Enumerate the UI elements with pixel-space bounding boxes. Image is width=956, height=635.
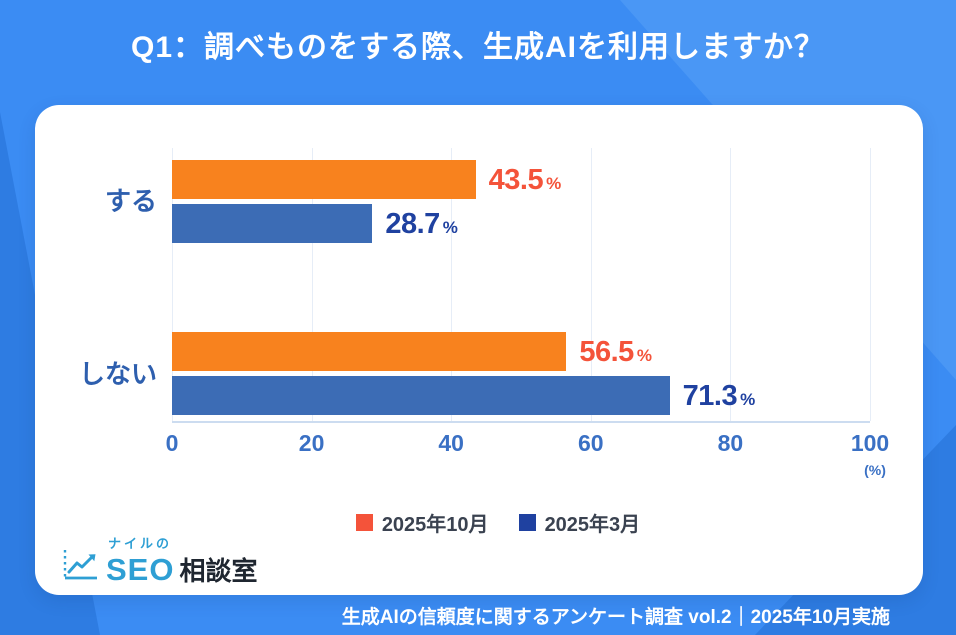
- x-tick-0: 0: [165, 430, 179, 456]
- brand-logo: ナイルの SEO 相談室: [61, 533, 257, 585]
- x-tick-40: 40: [438, 430, 464, 456]
- category-label-する: する: [104, 186, 157, 216]
- category-label-しない: しない: [78, 359, 157, 389]
- bar-する-2025年10月: [172, 160, 476, 199]
- bar-する-2025年3月: [172, 204, 373, 243]
- x-tick-60: 60: [578, 430, 604, 456]
- bar-しない-2025年10月: [172, 332, 567, 371]
- x-axis-line: [172, 421, 870, 423]
- gridline-0: [172, 148, 173, 421]
- chart-legend: 2025年10月 2025年3月: [54, 508, 942, 537]
- logo-brand-name: ナイルの: [108, 536, 173, 551]
- line-chart-icon: [63, 550, 97, 580]
- logo-text: ナイルの SEO 相談室: [106, 533, 257, 585]
- x-tick-100: 100: [850, 430, 890, 456]
- legend-label: 2025年3月: [544, 514, 641, 536]
- legend-label: 2025年10月: [381, 514, 489, 536]
- x-tick-20: 20: [298, 430, 325, 456]
- gridline-60: [590, 148, 592, 421]
- value-label-しない-2025年3月: 71.3%: [682, 380, 756, 412]
- legend-item-2025年10月: 2025年10月: [355, 508, 489, 537]
- legend-swatch: [518, 514, 536, 531]
- logo-soudan-text: 相談室: [179, 556, 258, 586]
- survey-source-text: 生成AIの信頼度に関するアンケート調査 vol.2｜2025年10月実施: [341, 606, 890, 628]
- value-label-する-2025年10月: 43.5%: [488, 164, 562, 196]
- value-label-する-2025年3月: 28.7%: [385, 208, 458, 240]
- gridline-80: [730, 148, 732, 421]
- bar-しない-2025年3月: [172, 376, 670, 415]
- axis-unit-label: (%): [864, 462, 886, 478]
- legend-swatch: [355, 514, 373, 531]
- footer-bar: 生成AIの信頼度に関するアンケート調査 vol.2｜2025年10月実施: [0, 595, 956, 635]
- logo-seo-text: SEO: [106, 552, 175, 587]
- value-label-しない-2025年10月: 56.5%: [579, 336, 652, 368]
- logo-service-name: SEO 相談室: [106, 554, 257, 585]
- question-title: Q1：調べものをする際、生成AIを利用しますか？: [130, 31, 826, 64]
- gridline-100: [870, 148, 871, 421]
- chart-card: 43.5% 28.7% する 56.5% 71.3% しない 0 20 40 60 80 100 (%…: [35, 105, 923, 595]
- gridline-20: [311, 148, 313, 421]
- gridline-40: [451, 148, 453, 421]
- bar-chart-plot: 43.5% 28.7% する 56.5% 71.3% しない 0 20 40 60 80 100: [35, 105, 923, 595]
- x-tick-80: 80: [717, 430, 744, 456]
- legend-item-2025年3月: 2025年3月: [518, 508, 641, 537]
